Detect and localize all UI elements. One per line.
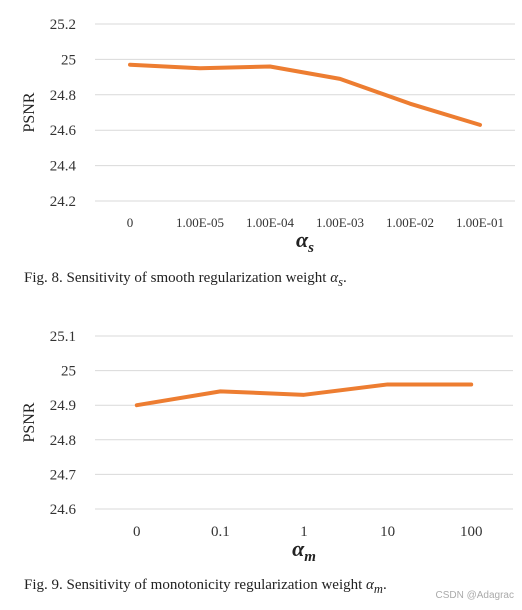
y-tick-label: 24.4 [50, 159, 77, 175]
x-axis-label: αs [296, 227, 314, 254]
y-tick-label: 24.6 [50, 502, 77, 518]
series-line [128, 62, 482, 127]
y-tick-label: 24.8 [50, 88, 76, 104]
watermark: CSDN @Adagrac [435, 590, 514, 601]
x-tick-label: 0.1 [211, 524, 230, 540]
y-tick-label: 25 [61, 52, 76, 68]
y-tick-label: 25.2 [50, 17, 76, 33]
x-tick-label: 1.00E-03 [316, 215, 364, 230]
x-tick-label: 0 [133, 524, 141, 540]
y-tick-label: 24.7 [50, 467, 77, 483]
y-tick-label: 24.9 [50, 398, 76, 414]
figure-9-caption: Fig. 9. Sensitivity of monotonicity regu… [24, 577, 387, 596]
y-tick-label: 25 [61, 364, 76, 380]
figure-8-caption: Fig. 8. Sensitivity of smooth regulariza… [24, 270, 347, 289]
y-tick-label: 25.1 [50, 329, 76, 345]
x-tick-label: 1.00E-05 [176, 215, 224, 230]
x-tick-label: 100 [460, 524, 483, 540]
y-axis-label: PSNR [21, 402, 38, 442]
y-axis-label: PSNR [21, 92, 38, 132]
x-tick-label: 0 [127, 215, 134, 230]
chart-smooth-weight: 24.2 24.4 24.6 24.8 25 25.2 0 1.00E-05 1.00E-04 1… [21, 17, 515, 254]
x-tick-label: 1.00E-04 [246, 215, 295, 230]
chart-monotonicity-weight: 24.6 24.7 24.8 24.9 25 25.1 0 0.1 1 10 100 PSNR αm [21, 329, 513, 563]
y-tick-label: 24.6 [50, 123, 77, 139]
y-tick-label: 24.2 [50, 194, 76, 210]
x-tick-label: 1.00E-02 [386, 215, 434, 230]
x-tick-label: 1 [300, 524, 308, 540]
x-tick-label: 10 [380, 524, 395, 540]
x-tick-label: 1.00E-01 [456, 215, 504, 230]
y-tick-label: 24.8 [50, 433, 76, 449]
x-axis-label: αm [292, 536, 316, 563]
